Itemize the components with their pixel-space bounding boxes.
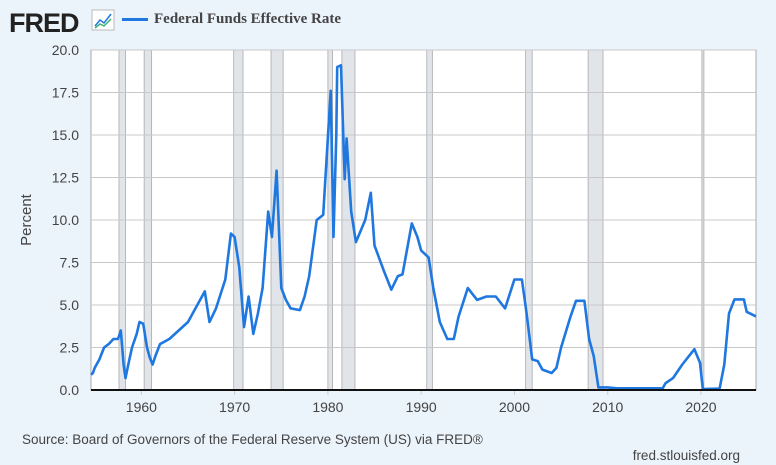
x-tick-label: 2010 xyxy=(592,399,623,415)
y-axis-label: Percent xyxy=(18,193,35,246)
y-tick-label: 7.5 xyxy=(60,255,80,271)
x-tick-label: 2000 xyxy=(499,399,530,415)
y-tick-label: 15.0 xyxy=(52,127,79,143)
x-tick-label: 1990 xyxy=(406,399,437,415)
fred-logo: FRED xyxy=(9,8,79,38)
x-tick-label: 2020 xyxy=(685,399,716,415)
legend-swatch xyxy=(122,18,148,21)
y-tick-label: 20.0 xyxy=(52,42,79,58)
x-tick-label: 1980 xyxy=(312,399,343,415)
source-note: Source: Board of Governors of the Federa… xyxy=(22,432,483,447)
chart-icon xyxy=(91,9,115,31)
y-tick-label: 10.0 xyxy=(52,212,79,228)
y-tick-label: 2.5 xyxy=(60,340,80,356)
legend: Federal Funds Effective Rate xyxy=(122,11,341,28)
y-tick-label: 0.0 xyxy=(60,382,80,398)
site-link[interactable]: fred.stlouisfed.org xyxy=(632,448,740,463)
x-tick-label: 1970 xyxy=(219,399,250,415)
x-tick-label: 1960 xyxy=(126,399,157,415)
y-tick-label: 5.0 xyxy=(60,297,80,313)
legend-label: Federal Funds Effective Rate xyxy=(154,11,342,27)
series-line xyxy=(90,64,757,391)
y-tick-label: 17.5 xyxy=(52,85,79,101)
y-tick-label: 12.5 xyxy=(52,170,79,186)
